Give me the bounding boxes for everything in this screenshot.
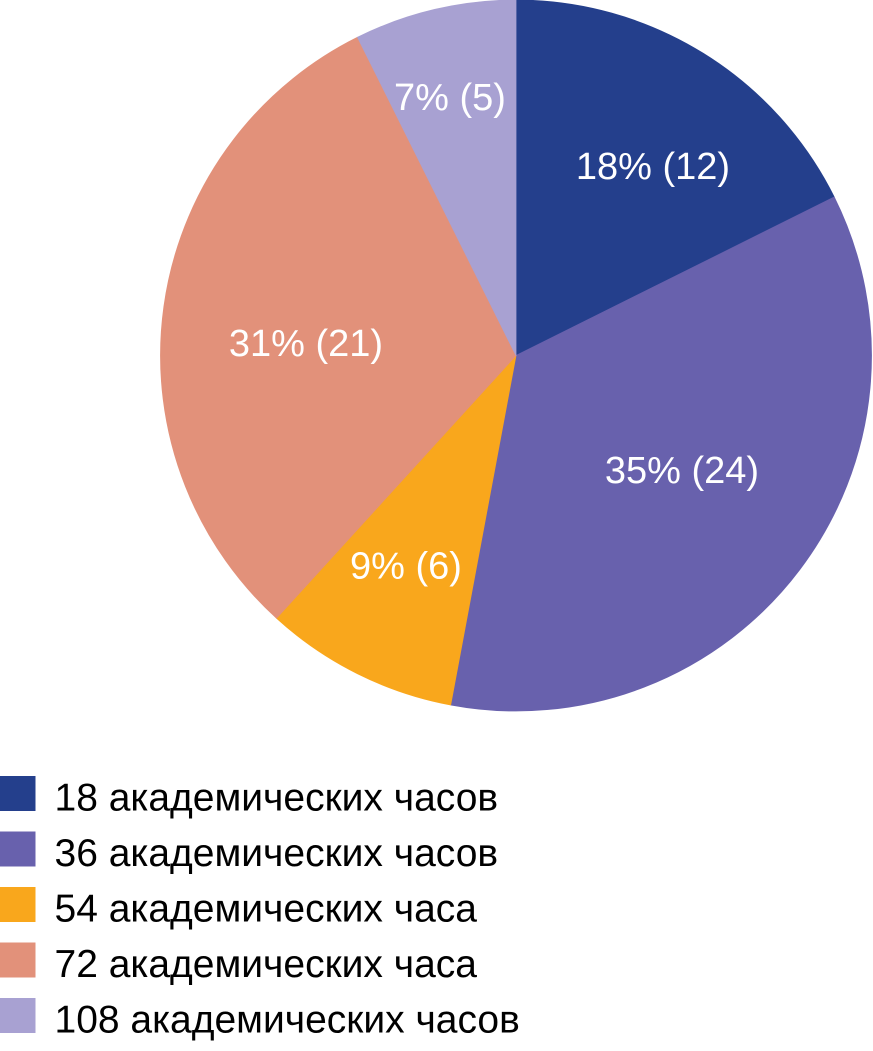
svg-text:72 академических часа: 72 академических часа	[55, 943, 478, 986]
svg-text:36 академических часов: 36 академических часов	[55, 832, 499, 875]
svg-text:31% (21): 31% (21)	[229, 323, 383, 365]
svg-text:7% (5): 7% (5)	[394, 77, 506, 119]
svg-text:54 академических часа: 54 академических часа	[55, 888, 478, 931]
svg-text:35% (24): 35% (24)	[605, 450, 759, 492]
svg-text:18 академических часов: 18 академических часов	[55, 777, 499, 820]
svg-text:9% (6): 9% (6)	[350, 546, 462, 588]
svg-text:108 академических часов: 108 академических часов	[55, 999, 520, 1042]
svg-text:18% (12): 18% (12)	[576, 146, 730, 188]
